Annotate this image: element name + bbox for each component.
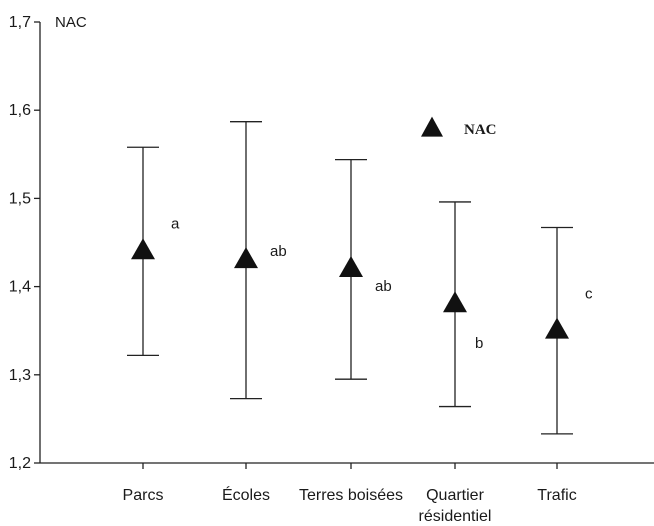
legend-label: NAC	[464, 122, 497, 138]
data-point-triangle	[443, 291, 467, 313]
significance-label: c	[585, 286, 593, 303]
y-axis-label: NAC	[55, 14, 87, 31]
significance-label: ab	[270, 243, 287, 260]
x-tick-label: Terres boisées	[299, 487, 403, 504]
data-point-triangle	[131, 238, 155, 260]
axes: 1,2 1,3 1,4 1,5 1,6 1,7 NAC Parcs Écoles Terres b…	[9, 14, 654, 525]
y-tick-label: 1,3	[9, 367, 31, 384]
y-tick-label: 1,5	[9, 190, 31, 207]
significance-label: b	[475, 335, 483, 352]
x-tick-label: Quartier résidentiel	[419, 487, 492, 525]
significance-label: ab	[375, 278, 392, 295]
x-tick-label: Trafic	[537, 487, 576, 504]
y-tick-label: 1,7	[9, 14, 31, 31]
x-tick-label: Parcs	[123, 487, 164, 504]
y-tick-label: 1,4	[9, 279, 31, 296]
legend: NAC	[421, 116, 497, 138]
chart-marks: a ab ab b c	[127, 121, 593, 435]
y-tick-label: 1,2	[9, 455, 31, 472]
legend-marker-triangle	[421, 116, 443, 137]
data-point-triangle	[339, 255, 363, 277]
data-point-triangle	[234, 247, 258, 269]
significance-label: a	[171, 215, 180, 232]
y-tick-label: 1,6	[9, 102, 31, 119]
data-point-triangle	[545, 317, 569, 339]
x-tick-label: Écoles	[222, 485, 270, 504]
